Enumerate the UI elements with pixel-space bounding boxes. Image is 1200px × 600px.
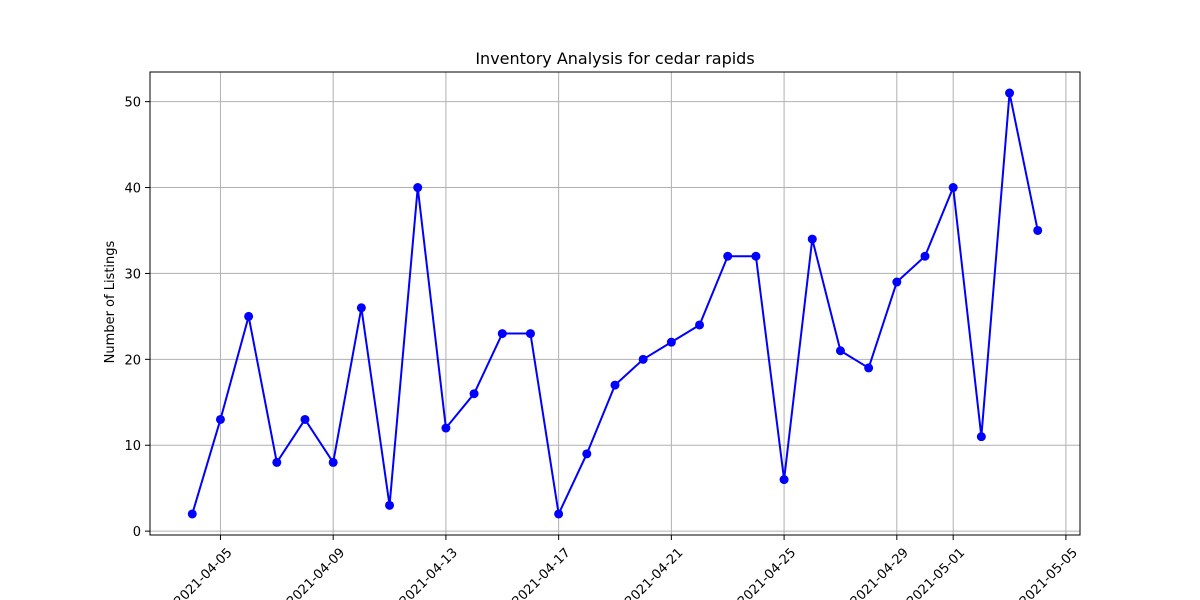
- data-points: [187, 88, 1043, 519]
- data-point: [215, 414, 225, 424]
- data-point: [385, 500, 395, 510]
- data-point: [948, 183, 958, 193]
- x-tick-label: 2021-04-13: [397, 545, 461, 600]
- x-tick-label: 2021-04-09: [284, 545, 348, 600]
- data-point: [441, 423, 451, 433]
- data-point: [469, 389, 479, 399]
- data-point: [187, 509, 197, 519]
- data-point: [1033, 225, 1043, 235]
- data-point: [723, 251, 733, 261]
- grid: [150, 72, 1080, 535]
- x-tick-label: 2021-04-25: [735, 545, 799, 600]
- data-point: [976, 432, 986, 442]
- data-point: [356, 303, 366, 313]
- y-axis-label: Number of Listings: [103, 240, 118, 363]
- data-point: [497, 329, 507, 339]
- data-point: [300, 414, 310, 424]
- y-tick-label: 20: [124, 353, 141, 368]
- data-point: [610, 380, 620, 390]
- y-tick-label: 40: [124, 182, 141, 197]
- data-point: [272, 457, 282, 467]
- y-tick-label: 50: [124, 96, 141, 111]
- y-axis-ticks: 0 10 20 30 40 50: [124, 96, 150, 540]
- data-point: [835, 346, 845, 356]
- data-point: [779, 475, 789, 485]
- y-tick-label: 0: [133, 525, 141, 540]
- data-point: [582, 449, 592, 459]
- data-point: [413, 183, 423, 193]
- series-line-group: [191, 92, 1039, 515]
- data-point: [328, 457, 338, 467]
- chart-title: Inventory Analysis for cedar rapids: [475, 49, 754, 68]
- x-tick-label: 2021-05-01: [904, 545, 968, 600]
- data-point: [807, 234, 817, 244]
- plot-area-frame: [149, 71, 1081, 536]
- data-point: [244, 311, 254, 321]
- data-point: [864, 363, 874, 373]
- x-tick-label: 2021-05-05: [1017, 545, 1081, 600]
- series-line: [191, 92, 1039, 515]
- data-point: [554, 509, 564, 519]
- data-point: [638, 354, 648, 364]
- y-tick-label: 10: [124, 439, 141, 454]
- data-point: [695, 320, 705, 330]
- data-point: [666, 337, 676, 347]
- x-tick-label: 2021-04-05: [171, 545, 235, 600]
- x-tick-label: 2021-04-21: [622, 545, 686, 600]
- x-axis-ticks: 2021-04-05 2021-04-09 2021-04-13 2021-04-17…: [171, 535, 1081, 600]
- data-point: [1005, 88, 1015, 98]
- x-tick-label: 2021-04-17: [510, 545, 574, 600]
- y-tick-label: 30: [124, 267, 141, 282]
- data-point: [892, 277, 902, 287]
- data-point: [920, 251, 930, 261]
- data-point: [751, 251, 761, 261]
- x-tick-label: 2021-04-29: [848, 545, 912, 600]
- data-point: [525, 329, 535, 339]
